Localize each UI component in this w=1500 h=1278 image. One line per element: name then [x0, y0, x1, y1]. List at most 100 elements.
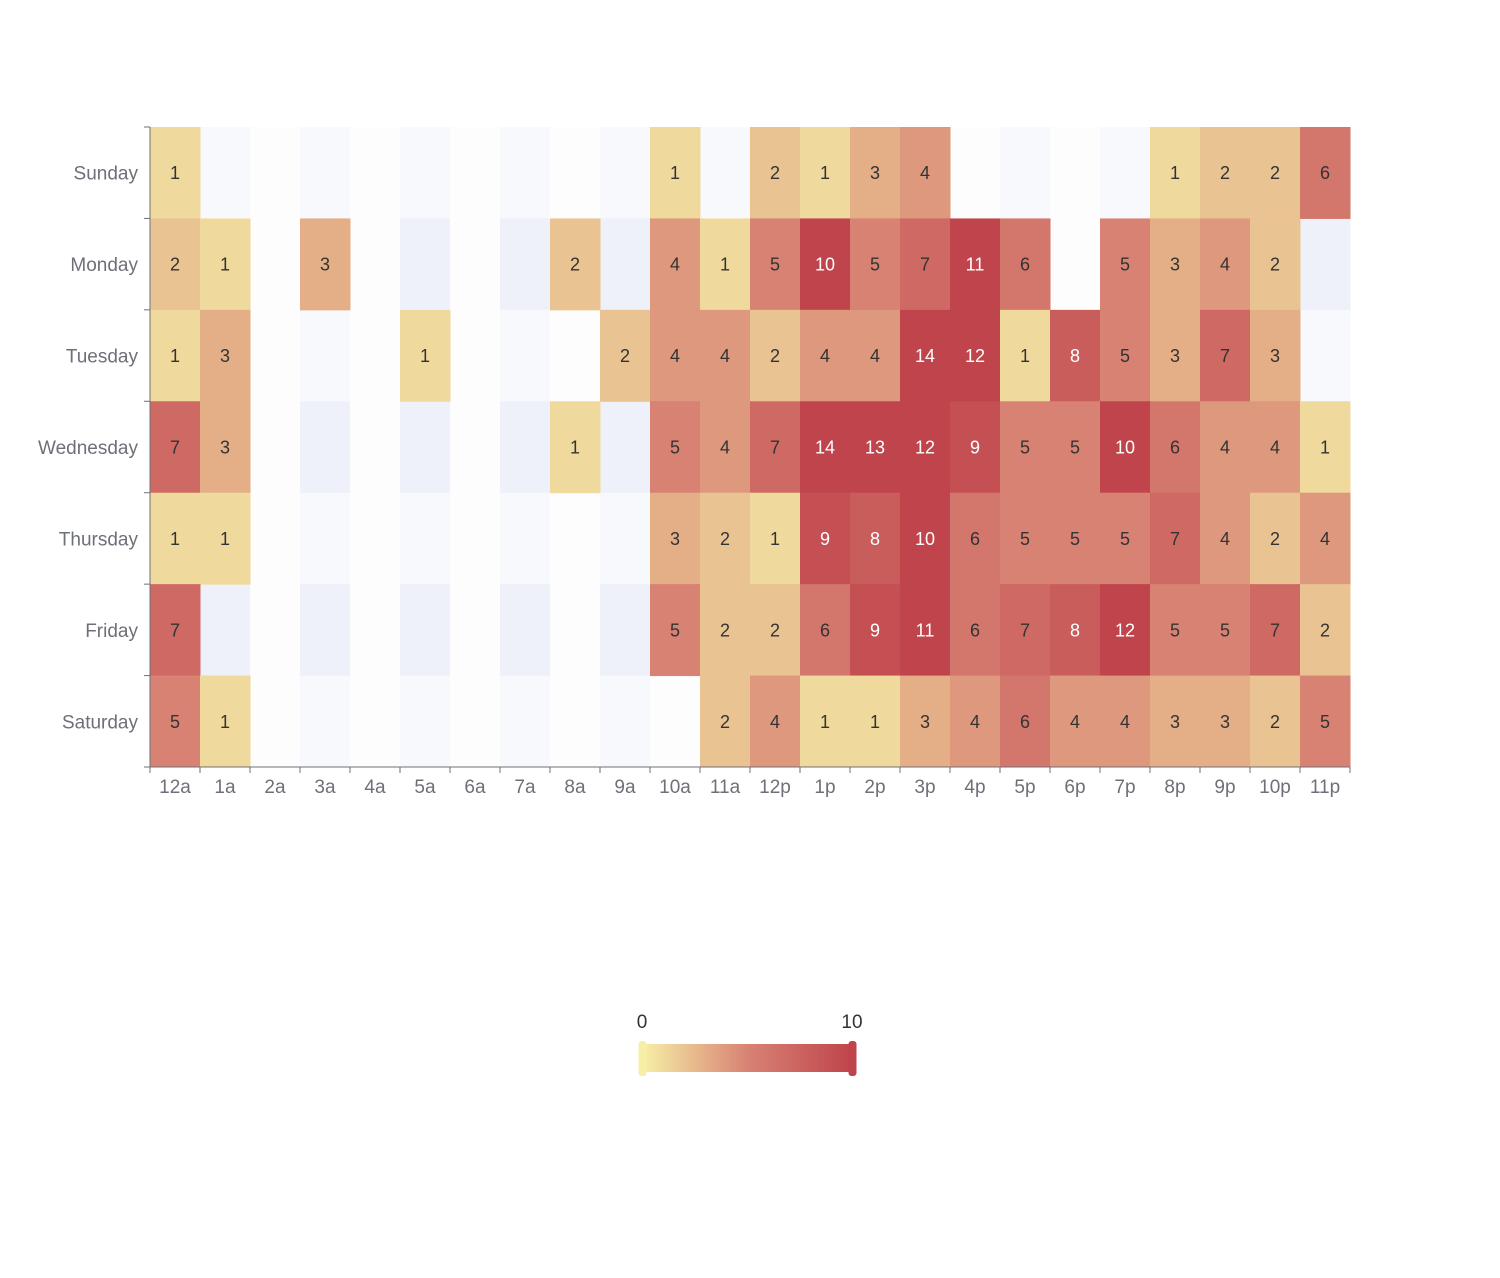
heatmap-cell[interactable] [1050, 675, 1101, 768]
heatmap-cell[interactable] [650, 492, 701, 585]
heatmap-cell[interactable] [1050, 309, 1101, 402]
heatmap-cell[interactable] [150, 127, 201, 219]
heatmap-cell[interactable] [1150, 492, 1201, 585]
heatmap-cell[interactable] [1100, 492, 1151, 585]
heatmap-cell[interactable] [900, 127, 951, 219]
heatmap-cell[interactable] [200, 401, 251, 494]
heatmap-cell[interactable] [150, 309, 201, 402]
heatmap-cell[interactable] [1050, 584, 1101, 677]
heatmap-cell[interactable] [200, 309, 251, 402]
heatmap-cell[interactable] [950, 401, 1001, 494]
heatmap-cell[interactable] [550, 218, 601, 311]
heatmap-cell[interactable] [150, 675, 201, 768]
heatmap-cell[interactable] [700, 675, 751, 768]
visual-map-bar[interactable] [643, 1044, 853, 1072]
heatmap-cell[interactable] [600, 309, 651, 402]
heatmap-cell[interactable] [1000, 584, 1051, 677]
heatmap-cell[interactable] [950, 309, 1001, 402]
heatmap-cell[interactable] [1100, 401, 1151, 494]
heatmap-cell[interactable] [900, 675, 951, 768]
heatmap-cell[interactable] [1100, 675, 1151, 768]
heatmap-cell[interactable] [400, 309, 451, 402]
heatmap-cell[interactable] [900, 218, 951, 311]
heatmap-cell[interactable] [150, 492, 201, 585]
heatmap-cell[interactable] [1200, 401, 1251, 494]
heatmap-cell[interactable] [950, 492, 1001, 585]
heatmap-cell[interactable] [1100, 218, 1151, 311]
heatmap-cell[interactable] [800, 584, 851, 677]
heatmap-cell[interactable] [1300, 492, 1351, 585]
heatmap-cell[interactable] [900, 584, 951, 677]
heatmap-cell[interactable] [1300, 584, 1351, 677]
heatmap-cell[interactable] [650, 218, 701, 311]
heatmap-cell[interactable] [1200, 584, 1251, 677]
heatmap-cell[interactable] [850, 218, 901, 311]
heatmap-cell[interactable] [1250, 584, 1301, 677]
heatmap-cell[interactable] [1200, 127, 1251, 219]
heatmap-cell[interactable] [1150, 309, 1201, 402]
visual-map[interactable]: 0 10 [637, 1012, 863, 1076]
heatmap-cell[interactable] [850, 127, 901, 219]
heatmap-cell[interactable] [800, 309, 851, 402]
visual-map-min-handle[interactable] [638, 1041, 647, 1076]
heatmap-cell[interactable] [1000, 401, 1051, 494]
heatmap-cell[interactable] [950, 218, 1001, 311]
heatmap-cell[interactable] [800, 218, 851, 311]
heatmap-cell[interactable] [900, 492, 951, 585]
heatmap-cell[interactable] [1000, 309, 1051, 402]
heatmap-cell[interactable] [1250, 401, 1301, 494]
heatmap-cell[interactable] [750, 675, 801, 768]
heatmap-cell[interactable] [850, 675, 901, 768]
heatmap-cell[interactable] [1150, 584, 1201, 677]
heatmap-cell[interactable] [1200, 492, 1251, 585]
heatmap-cell[interactable] [300, 218, 351, 311]
heatmap-cell[interactable] [1100, 309, 1151, 402]
heatmap-cell[interactable] [700, 309, 751, 402]
heatmap-cell[interactable] [700, 492, 751, 585]
visual-map-max-handle[interactable] [848, 1041, 857, 1076]
heatmap-cell[interactable] [950, 584, 1001, 677]
heatmap-cell[interactable] [1250, 127, 1301, 219]
heatmap-cell[interactable] [550, 401, 601, 494]
heatmap-cell[interactable] [1150, 218, 1201, 311]
heatmap-cell[interactable] [200, 675, 251, 768]
heatmap-cell[interactable] [750, 584, 801, 677]
heatmap-cell[interactable] [900, 309, 951, 402]
heatmap-cell[interactable] [700, 218, 751, 311]
heatmap-cell[interactable] [850, 492, 901, 585]
heatmap-cell[interactable] [900, 401, 951, 494]
heatmap-cell[interactable] [1250, 675, 1301, 768]
heatmap-cell[interactable] [850, 309, 901, 402]
heatmap-cell[interactable] [1300, 675, 1351, 768]
heatmap-cell[interactable] [1250, 218, 1301, 311]
heatmap-cell[interactable] [950, 675, 1001, 768]
heatmap-cell[interactable] [1300, 401, 1351, 494]
heatmap-cell[interactable] [1000, 218, 1051, 311]
heatmap-cell[interactable] [800, 401, 851, 494]
heatmap-cell[interactable] [1000, 675, 1051, 768]
heatmap-cell[interactable] [800, 127, 851, 219]
heatmap-cell[interactable] [150, 584, 201, 677]
heatmap-cell[interactable] [850, 584, 901, 677]
heatmap-cell[interactable] [750, 492, 801, 585]
heatmap-cell[interactable] [650, 584, 701, 677]
heatmap-cell[interactable] [150, 401, 201, 494]
heatmap-cell[interactable] [1200, 309, 1251, 402]
heatmap-cell[interactable] [1150, 675, 1201, 768]
heatmap-cell[interactable] [200, 218, 251, 311]
heatmap-cell[interactable] [750, 127, 801, 219]
heatmap-cell[interactable] [1200, 675, 1251, 768]
heatmap-cell[interactable] [800, 492, 851, 585]
heatmap-cell[interactable] [1050, 401, 1101, 494]
heatmap-cell[interactable] [150, 218, 201, 311]
heatmap-cell[interactable] [750, 401, 801, 494]
heatmap-cell[interactable] [700, 584, 751, 677]
heatmap-cell[interactable] [1300, 127, 1351, 219]
heatmap-cell[interactable] [650, 127, 701, 219]
heatmap-cell[interactable] [650, 401, 701, 494]
heatmap-cell[interactable] [750, 309, 801, 402]
heatmap-cell[interactable] [1200, 218, 1251, 311]
heatmap-cell[interactable] [750, 218, 801, 311]
heatmap-cell[interactable] [1150, 127, 1201, 219]
heatmap-cell[interactable] [1150, 401, 1201, 494]
